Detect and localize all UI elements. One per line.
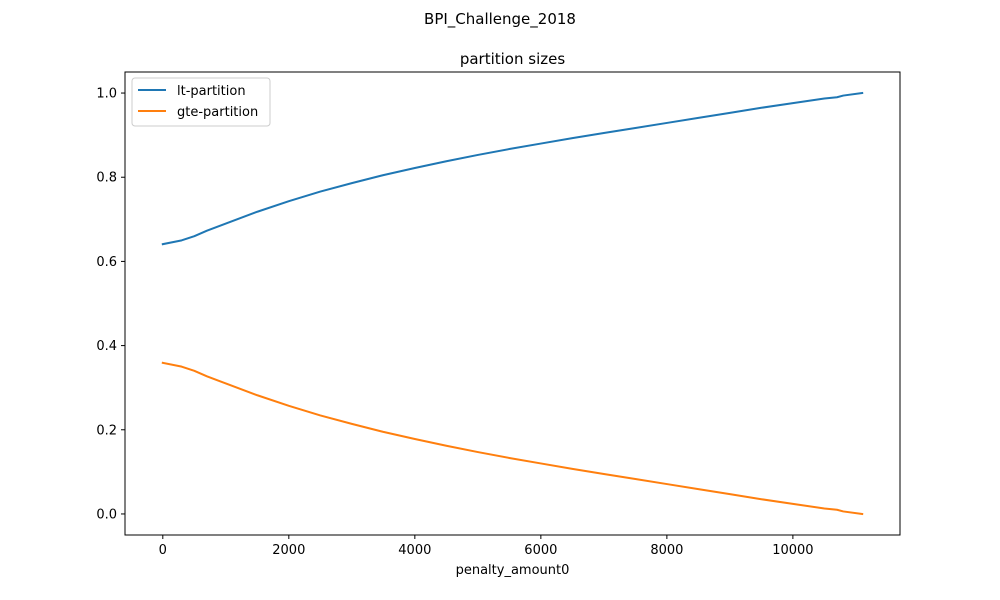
x-tick-label: 0: [159, 543, 167, 558]
legend: lt-partition gte-partition: [131, 77, 271, 127]
x-tick-label: 2000: [272, 543, 305, 558]
x-axis-ticks: 0 2000 4000 6000 8000 10000: [159, 535, 814, 558]
y-tick-label: 0.6: [96, 255, 117, 270]
y-tick-label: 0.0: [96, 507, 117, 522]
chart-title: partition sizes: [460, 50, 566, 68]
legend-label-gte-partition: gte-partition: [177, 105, 258, 120]
y-tick-label: 0.2: [96, 423, 117, 438]
series-layer: [161, 91, 864, 516]
legend-box: [131, 77, 271, 127]
series-line-lt-partition: [161, 91, 864, 246]
x-tick-label: 6000: [524, 543, 557, 558]
legend-label-lt-partition: lt-partition: [177, 84, 246, 99]
x-tick-label: 8000: [650, 543, 683, 558]
y-tick-label: 1.0: [96, 87, 117, 102]
x-tick-label: 10000: [772, 543, 813, 558]
plot-area-frame: [124, 71, 901, 536]
y-tick-label: 0.4: [96, 339, 117, 354]
x-tick-label: 4000: [398, 543, 431, 558]
y-tick-label: 0.8: [96, 171, 117, 186]
figure-title: BPI_Challenge_2018: [424, 10, 576, 29]
y-axis-ticks: 0.0 0.2 0.4 0.6 0.8 1.0: [96, 87, 125, 522]
series-line-gte-partition: [161, 361, 864, 516]
x-axis-label: penalty_amount0: [456, 563, 570, 578]
